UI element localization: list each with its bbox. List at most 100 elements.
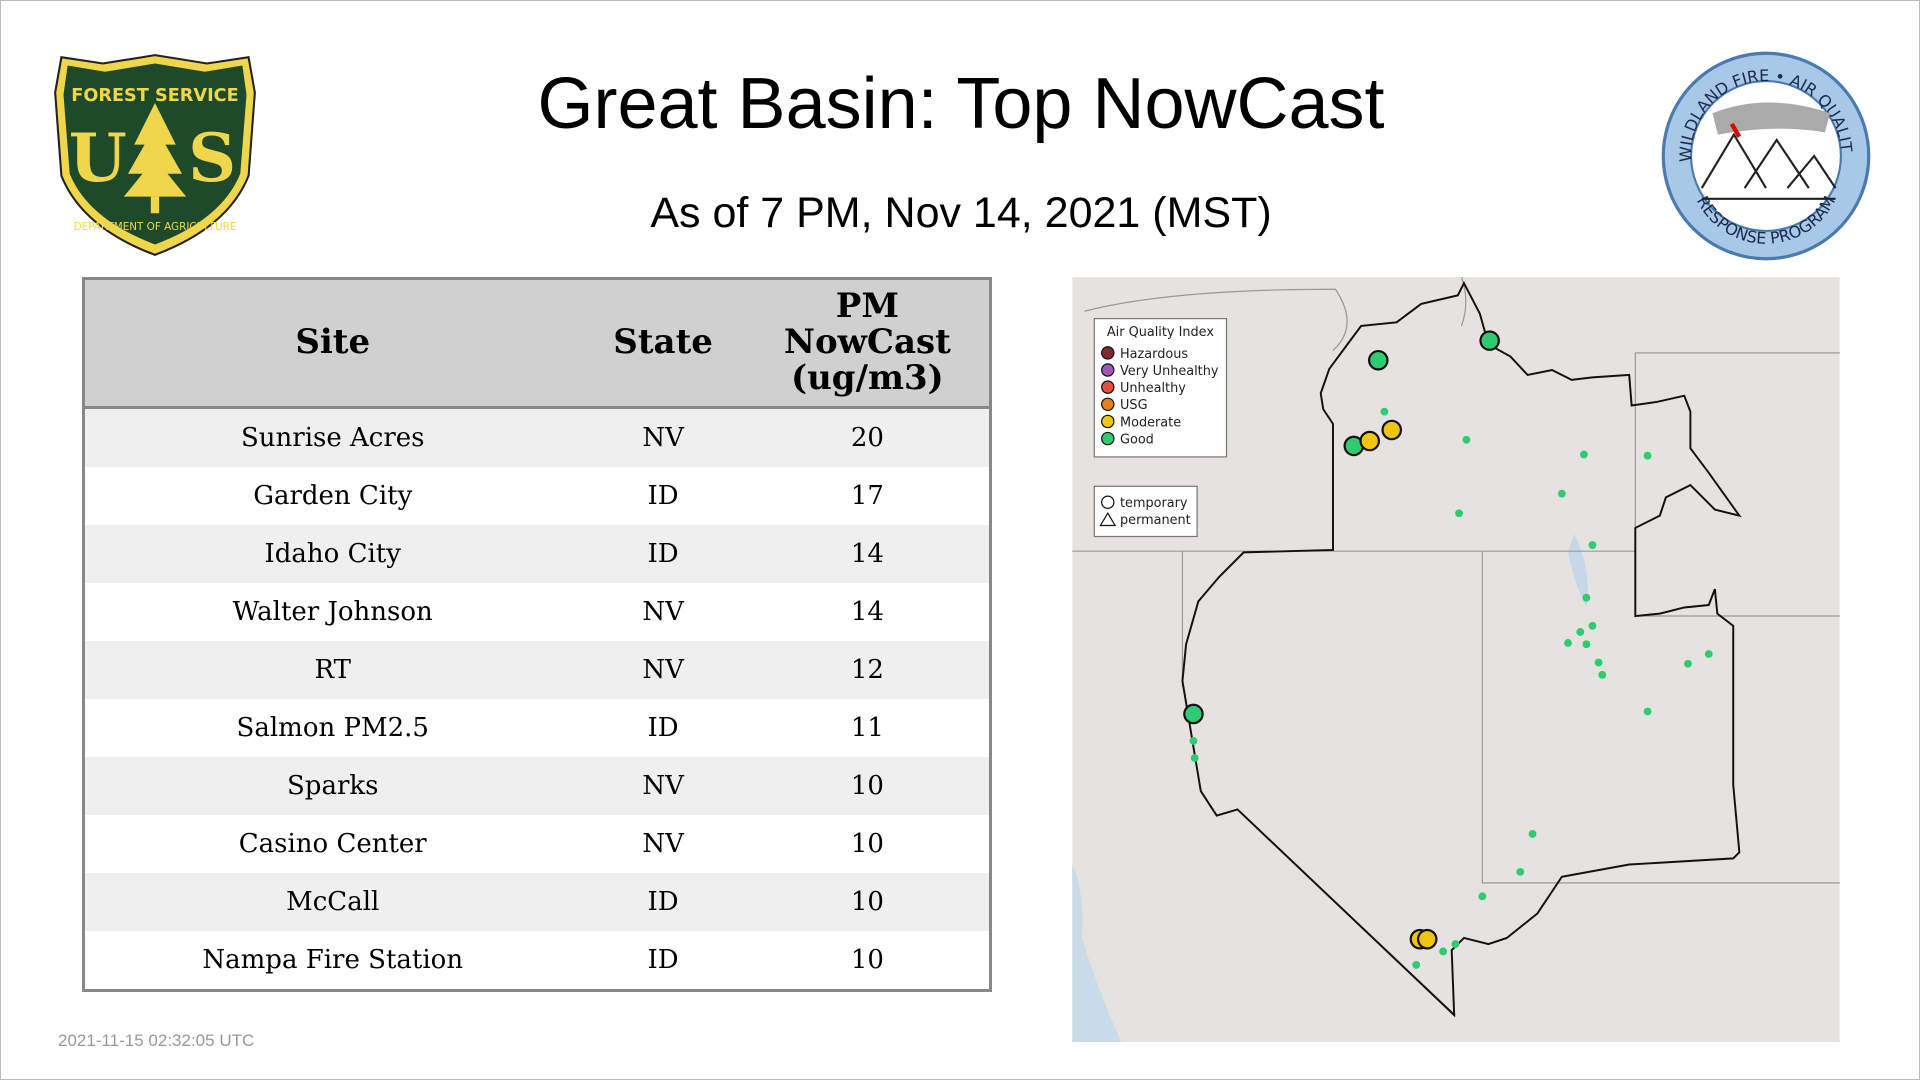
cell-pm-nowcast: 12 xyxy=(745,641,991,699)
map-legend: Air Quality Index Hazardous Very Unhealth… xyxy=(1093,318,1228,538)
legend-item-label: Good xyxy=(1120,432,1154,447)
monitor-marker-small[interactable] xyxy=(1704,650,1713,658)
cell-pm-nowcast: 10 xyxy=(745,931,991,991)
cell-state: ID xyxy=(580,467,746,525)
monitor-marker-small[interactable] xyxy=(1451,940,1460,948)
table-row: Walter Johnson NV 14 xyxy=(83,583,991,641)
cell-state: NV xyxy=(580,407,746,467)
monitor-marker-small[interactable] xyxy=(1564,639,1572,647)
monitor-marker-small[interactable] xyxy=(1576,628,1585,636)
cell-site: Idaho City xyxy=(83,525,581,583)
monitor-marker-small[interactable] xyxy=(1380,407,1389,416)
monitor-marker-small[interactable] xyxy=(1582,593,1591,602)
cell-state: NV xyxy=(580,583,746,641)
cell-site: Sunrise Acres xyxy=(83,407,581,467)
table-row: Garden City ID 17 xyxy=(83,467,991,525)
ocean xyxy=(1072,864,1122,1042)
header-pm-nowcast: PM NowCast (ug/m3) xyxy=(745,278,991,409)
legend-swatch-icon xyxy=(1101,363,1115,377)
monitor-marker-small[interactable] xyxy=(1189,736,1198,745)
cell-pm-nowcast: 17 xyxy=(745,467,991,525)
monitor-marker-small[interactable] xyxy=(1190,754,1199,762)
legend-item-label: Unhealthy xyxy=(1120,381,1186,396)
legend-swatch-icon xyxy=(1101,346,1115,360)
monitor-marker-small[interactable] xyxy=(1455,509,1463,518)
legend-swatch-icon xyxy=(1101,414,1115,429)
cell-site: Casino Center xyxy=(83,815,581,873)
cell-pm-nowcast: 11 xyxy=(745,699,991,757)
page-title: Great Basin: Top NowCast xyxy=(537,64,1385,144)
monitor-marker-temporary[interactable] xyxy=(1416,928,1438,950)
header-state: State xyxy=(580,278,746,409)
monitor-marker-small[interactable] xyxy=(1588,541,1597,549)
monitor-marker-small[interactable] xyxy=(1478,892,1487,901)
svg-text:FOREST SERVICE: FOREST SERVICE xyxy=(71,86,238,106)
cell-pm-nowcast: 10 xyxy=(745,757,991,815)
monitor-marker-small[interactable] xyxy=(1557,489,1566,498)
air-quality-map[interactable]: Air Quality Index Hazardous Very Unhealth… xyxy=(1072,277,1840,1042)
table-row: Idaho City ID 14 xyxy=(83,525,991,583)
page-subtitle: As of 7 PM, Nov 14, 2021 (MST) xyxy=(650,189,1272,237)
monitor-marker-small[interactable] xyxy=(1643,707,1652,716)
nowcast-table: Site State PM NowCast (ug/m3) Sunrise Ac… xyxy=(82,277,992,992)
legend-item-label: Very Unhealthy xyxy=(1120,364,1219,379)
monitor-marker-temporary[interactable] xyxy=(1367,349,1389,371)
monitor-marker-temporary[interactable] xyxy=(1359,430,1380,452)
monitor-marker-small[interactable] xyxy=(1598,670,1607,679)
cell-state: NV xyxy=(580,641,746,699)
table-header-row: Site State PM NowCast (ug/m3) xyxy=(83,278,991,409)
lake xyxy=(1567,534,1588,608)
legend-item-label: Hazardous xyxy=(1120,347,1188,362)
table-row: RT NV 12 xyxy=(83,641,991,699)
triangle-shape-icon xyxy=(1099,512,1117,527)
table-row: Casino Center NV 10 xyxy=(83,815,991,873)
cell-state: ID xyxy=(580,931,746,991)
legend-permanent: permanent xyxy=(1120,513,1191,528)
cell-state: ID xyxy=(580,699,746,757)
monitor-marker-small[interactable] xyxy=(1588,621,1597,630)
monitor-marker-small[interactable] xyxy=(1528,830,1537,838)
svg-text:S: S xyxy=(188,119,236,197)
table-row: Salmon PM2.5 ID 11 xyxy=(83,699,991,757)
legend-item-label: Moderate xyxy=(1120,415,1181,430)
monitor-marker-small[interactable] xyxy=(1582,640,1591,649)
monitor-marker-temporary[interactable] xyxy=(1479,330,1500,351)
cell-state: NV xyxy=(580,815,746,873)
cell-pm-nowcast: 14 xyxy=(745,525,991,583)
header-pm-nowcast-label: PM NowCast (ug/m3) xyxy=(783,286,951,398)
header-site: Site xyxy=(83,278,581,409)
wildland-fire-air-quality-logo: WILDLAND FIRE • AIR QUALITY RESPONSE PRO… xyxy=(1659,49,1871,261)
monitor-marker-temporary[interactable] xyxy=(1183,703,1204,725)
svg-text:DEPARTMENT OF AGRICULTURE: DEPARTMENT OF AGRICULTURE xyxy=(74,221,237,233)
cell-site: Garden City xyxy=(83,467,581,525)
monitor-marker-temporary[interactable] xyxy=(1381,419,1403,441)
legend-swatch-icon xyxy=(1101,380,1115,394)
legend-swatch-icon xyxy=(1101,397,1115,412)
forest-service-logo: FOREST SERVICE U S DEPARTMENT OF AGRICUL… xyxy=(54,54,256,256)
cell-site: Sparks xyxy=(83,757,581,815)
cell-pm-nowcast: 14 xyxy=(745,583,991,641)
timestamp: 2021-11-15 02:32:05 UTC xyxy=(58,1031,255,1050)
monitor-marker-small[interactable] xyxy=(1579,450,1588,459)
monitor-marker-small[interactable] xyxy=(1594,658,1603,667)
table-row: Nampa Fire Station ID 10 xyxy=(83,931,991,991)
cell-state: ID xyxy=(580,873,746,931)
cell-state: ID xyxy=(580,525,746,583)
svg-text:U: U xyxy=(69,119,127,197)
legend-swatch-icon xyxy=(1101,431,1115,446)
cell-pm-nowcast: 10 xyxy=(745,873,991,931)
monitor-marker-small[interactable] xyxy=(1516,867,1525,876)
monitor-marker-small[interactable] xyxy=(1462,435,1471,444)
cell-pm-nowcast: 10 xyxy=(745,815,991,873)
monitor-marker-small[interactable] xyxy=(1412,960,1421,969)
monitor-marker-small[interactable] xyxy=(1439,947,1448,956)
cell-pm-nowcast: 20 xyxy=(745,407,991,467)
legend-item-label: USG xyxy=(1120,398,1148,413)
table-row: McCall ID 10 xyxy=(83,873,991,931)
legend-title: Air Quality Index xyxy=(1107,325,1214,340)
table-row: Sunrise Acres NV 20 xyxy=(83,407,991,467)
cell-site: Walter Johnson xyxy=(83,583,581,641)
monitor-marker-small[interactable] xyxy=(1643,451,1652,460)
monitor-marker-small[interactable] xyxy=(1684,659,1692,668)
cell-site: McCall xyxy=(83,873,581,931)
